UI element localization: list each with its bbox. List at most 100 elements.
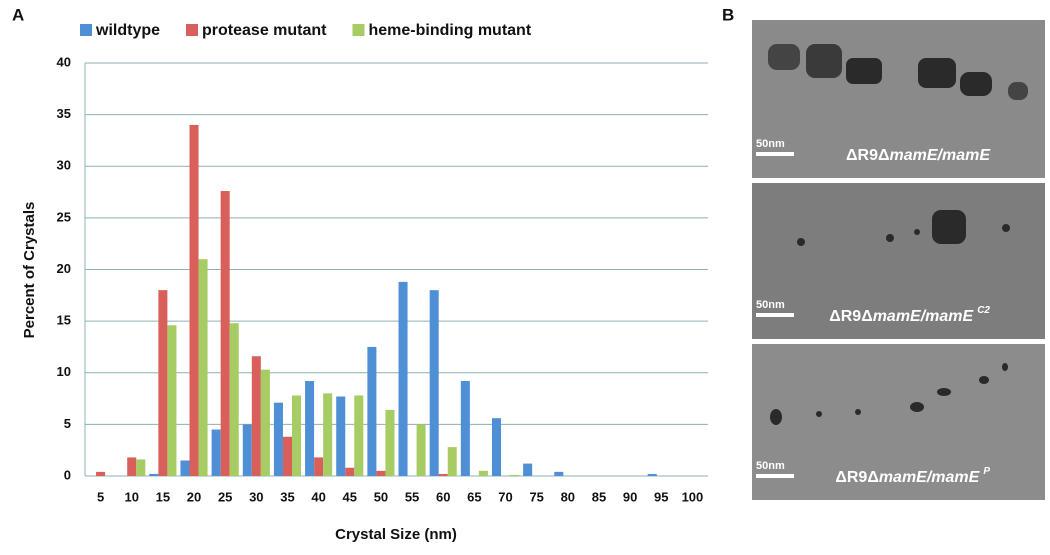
- bar: [127, 457, 137, 476]
- bar: [447, 447, 457, 476]
- bar: [416, 424, 426, 476]
- scale-bar-label: 50nm: [756, 460, 785, 472]
- bar: [376, 470, 386, 476]
- x-tick-label: 85: [592, 489, 606, 504]
- x-tick-label: 25: [218, 489, 232, 504]
- x-tick-label: 10: [124, 489, 138, 504]
- bar: [149, 473, 159, 476]
- x-tick-label: 95: [654, 489, 668, 504]
- x-tick-label: 60: [436, 489, 450, 504]
- label-prefix: ΔR9Δ: [829, 308, 872, 325]
- bar: [491, 418, 502, 476]
- bar: [251, 356, 261, 476]
- y-tick-label: 10: [57, 364, 71, 379]
- bar: [260, 369, 270, 476]
- legend-swatch: [352, 24, 365, 36]
- label-prefix: ΔR9Δ: [835, 469, 878, 486]
- y-tick-label: 40: [57, 54, 71, 69]
- y-tick-label: 5: [64, 416, 71, 431]
- bar: [167, 325, 177, 476]
- bar: [189, 124, 199, 476]
- y-tick-label: 25: [57, 209, 71, 224]
- x-tick-label: 65: [467, 489, 481, 504]
- bar: [345, 467, 355, 476]
- bar: [158, 290, 168, 476]
- bar: [460, 381, 470, 476]
- bar: [523, 463, 533, 476]
- x-tick-label: 50: [374, 489, 388, 504]
- scale-bar: [756, 313, 794, 317]
- bar: [354, 395, 364, 476]
- legend-swatch: [186, 24, 199, 36]
- x-axis-label: Crystal Size (nm): [335, 526, 457, 543]
- bar: [273, 402, 283, 476]
- bar: [336, 396, 346, 476]
- bar: [211, 429, 221, 476]
- panel-label: B: [722, 5, 734, 24]
- bar: [554, 471, 564, 476]
- bar: [429, 290, 439, 476]
- legend-label: heme-binding mutant: [368, 22, 531, 39]
- x-tick-label: 90: [623, 489, 637, 504]
- x-tick-label: 80: [561, 489, 575, 504]
- y-tick-label: 0: [64, 467, 71, 482]
- label-superscript: P: [983, 466, 990, 477]
- x-tick-label: 55: [405, 489, 419, 504]
- x-tick-label: 5: [97, 489, 104, 504]
- scale-bar-label: 50nm: [756, 138, 785, 150]
- bar: [291, 395, 302, 476]
- x-tick-label: 15: [156, 489, 170, 504]
- micrograph: [752, 344, 1045, 500]
- legend-swatch: [80, 24, 92, 36]
- scale-bar: [756, 474, 794, 478]
- bar: [398, 281, 408, 476]
- bar: [220, 191, 230, 476]
- label-italic: mamE/mamE: [879, 469, 981, 486]
- particles: [768, 44, 1028, 425]
- micrograph-label: ΔR9ΔmamE/mamE C2: [829, 305, 990, 326]
- micrographs: [752, 20, 1045, 500]
- label-prefix: ΔR9Δ: [846, 147, 889, 164]
- bar: [282, 436, 292, 476]
- bar: [136, 459, 146, 476]
- y-tick-label: 20: [57, 261, 71, 276]
- x-tick-label: 20: [187, 489, 201, 504]
- bar: [367, 346, 377, 476]
- legend-label: wildtype: [95, 22, 160, 39]
- bar: [438, 473, 448, 476]
- y-tick-label: 30: [57, 158, 71, 173]
- x-tick-label: 75: [529, 489, 543, 504]
- bar: [242, 424, 252, 476]
- bar: [647, 473, 657, 476]
- label-superscript: C2: [977, 305, 990, 316]
- micrograph-label: ΔR9ΔmamE/mamE P: [835, 466, 990, 487]
- x-tick-label: 70: [498, 489, 512, 504]
- bar: [510, 474, 520, 476]
- panel-label: A: [12, 5, 24, 24]
- label-italic: mamE/mamE: [890, 147, 992, 164]
- micrograph: [752, 183, 1045, 339]
- label-italic: mamE/mamE: [873, 308, 975, 325]
- scale-bar-label: 50nm: [756, 299, 785, 311]
- x-tick-label: 100: [682, 489, 704, 504]
- x-tick-label: 40: [311, 489, 325, 504]
- bar: [314, 457, 324, 476]
- x-tick-label: 45: [343, 489, 357, 504]
- bar: [305, 381, 315, 476]
- bar: [478, 470, 488, 476]
- y-tick-label: 35: [57, 106, 71, 121]
- x-tick-label: 35: [280, 489, 294, 504]
- micrograph-label: ΔR9ΔmamE/mamE: [846, 147, 991, 164]
- y-axis-label: Percent of Crystals: [21, 202, 38, 339]
- bar: [180, 460, 190, 476]
- bar: [229, 323, 239, 476]
- bar: [96, 471, 106, 476]
- legend-label: protease mutant: [202, 22, 327, 39]
- y-tick-label: 15: [57, 313, 71, 328]
- bar: [198, 259, 208, 476]
- bar: [323, 393, 333, 476]
- scale-bar: [756, 152, 794, 156]
- micrograph: [752, 20, 1045, 178]
- x-tick-label: 30: [249, 489, 263, 504]
